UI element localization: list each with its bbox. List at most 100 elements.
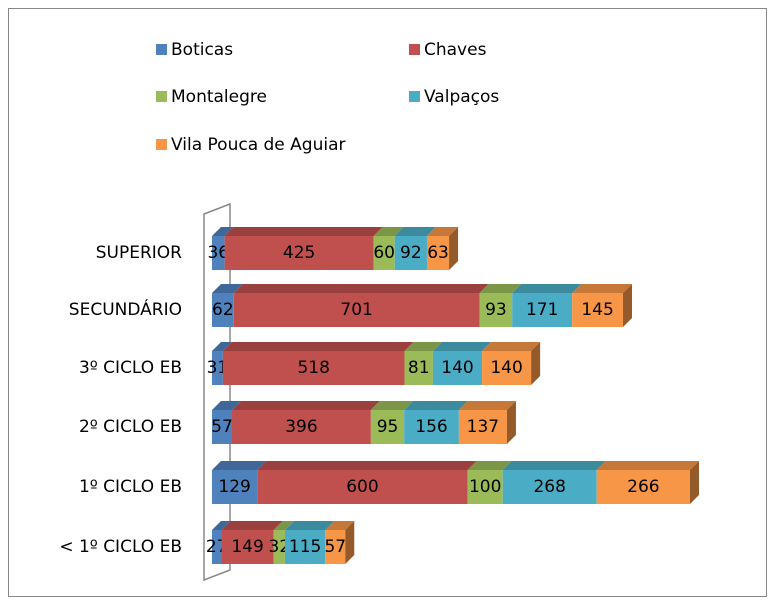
- bar-top: [596, 461, 699, 470]
- bar-top: [212, 461, 267, 470]
- bar: [284, 530, 326, 564]
- bar: [231, 410, 371, 444]
- bar-side: [449, 227, 459, 270]
- legend-swatch: [409, 91, 420, 102]
- bar-top: [502, 461, 606, 470]
- value-label: 62: [212, 300, 234, 320]
- value-label: 93: [485, 300, 507, 320]
- value-label: 149: [231, 537, 263, 557]
- bar-side: [623, 284, 633, 327]
- value-label: 57: [324, 537, 346, 557]
- bar-top: [394, 227, 436, 236]
- y-tick-label: SECUNDÁRIO: [69, 298, 182, 320]
- bar-top: [482, 342, 541, 351]
- bar: [212, 530, 222, 564]
- bar-top: [221, 521, 283, 530]
- y-tick-label: 2º CICLO EB: [79, 417, 182, 437]
- bar: [394, 236, 427, 270]
- bar-top: [212, 342, 232, 351]
- bar: [212, 470, 258, 504]
- bar: [233, 293, 480, 327]
- value-label: 60: [373, 243, 395, 263]
- value-label: 100: [469, 477, 501, 497]
- value-label: 396: [285, 417, 317, 437]
- value-label: 518: [297, 358, 329, 378]
- bar: [212, 293, 234, 327]
- legend-label: Montalegre: [171, 87, 267, 107]
- value-label: 137: [467, 417, 499, 437]
- bar-top: [458, 401, 516, 410]
- bar-top: [224, 227, 383, 236]
- bar-top: [426, 227, 459, 236]
- bar-top: [467, 461, 512, 470]
- bar-top: [404, 342, 442, 351]
- bar-top: [233, 284, 489, 293]
- bar-top: [273, 521, 294, 530]
- bar-top: [325, 521, 355, 530]
- bar: [432, 351, 483, 385]
- legend-swatch: [409, 44, 420, 55]
- value-label: 81: [408, 358, 430, 378]
- value-label: 115: [289, 537, 321, 557]
- legend-label: Chaves: [424, 40, 487, 60]
- bar: [212, 410, 232, 444]
- bar: [572, 293, 624, 327]
- value-label: 31: [207, 358, 229, 378]
- bar-top: [212, 227, 234, 236]
- legend-swatch: [156, 91, 167, 102]
- bar: [224, 236, 374, 270]
- legend-label: Vila Pouca de Aguiar: [171, 135, 346, 155]
- value-label: 156: [415, 417, 447, 437]
- y-tick-label: < 1º CICLO EB: [59, 537, 182, 557]
- bar-top: [231, 401, 380, 410]
- value-label: 36: [207, 243, 229, 263]
- value-label: 57: [211, 417, 233, 437]
- bar: [482, 351, 532, 385]
- bar-side: [345, 521, 355, 564]
- bar-top: [572, 284, 633, 293]
- bar-side: [531, 342, 541, 385]
- bar: [221, 530, 274, 564]
- bar-top: [370, 401, 414, 410]
- bar: [373, 236, 395, 270]
- bar: [512, 293, 573, 327]
- bar-side: [506, 401, 516, 444]
- axis-wall: [203, 202, 231, 582]
- bar-top: [212, 401, 241, 410]
- bar: [370, 410, 405, 444]
- bar-top: [212, 521, 231, 530]
- bar-top: [512, 284, 582, 293]
- value-label: 140: [490, 358, 522, 378]
- value-label: 268: [533, 477, 565, 497]
- value-label: 425: [283, 243, 315, 263]
- legend-swatch: [156, 44, 167, 55]
- value-label: 145: [581, 300, 613, 320]
- bar: [212, 351, 223, 385]
- value-label: 129: [218, 477, 250, 497]
- bar-top: [257, 461, 477, 470]
- bar: [426, 236, 450, 270]
- bar-top: [404, 401, 468, 410]
- value-label: 171: [526, 300, 558, 320]
- bar: [479, 293, 513, 327]
- y-tick-label: 3º CICLO EB: [79, 358, 182, 378]
- bar: [222, 351, 405, 385]
- bar-top: [432, 342, 492, 351]
- bar: [404, 410, 459, 444]
- bar-side: [690, 461, 699, 504]
- legend-swatch: [156, 139, 167, 150]
- bar: [596, 470, 690, 504]
- value-label: 92: [400, 243, 422, 263]
- bar-top: [212, 284, 243, 293]
- bar: [325, 530, 346, 564]
- value-label: 701: [340, 300, 372, 320]
- bar: [273, 530, 285, 564]
- value-label: 140: [441, 358, 473, 378]
- bar: [502, 470, 597, 504]
- legend-label: Valpaços: [424, 87, 499, 107]
- bar-top: [222, 342, 414, 351]
- value-label: 95: [377, 417, 399, 437]
- bar: [257, 470, 468, 504]
- y-tick-label: SUPERIOR: [96, 243, 182, 263]
